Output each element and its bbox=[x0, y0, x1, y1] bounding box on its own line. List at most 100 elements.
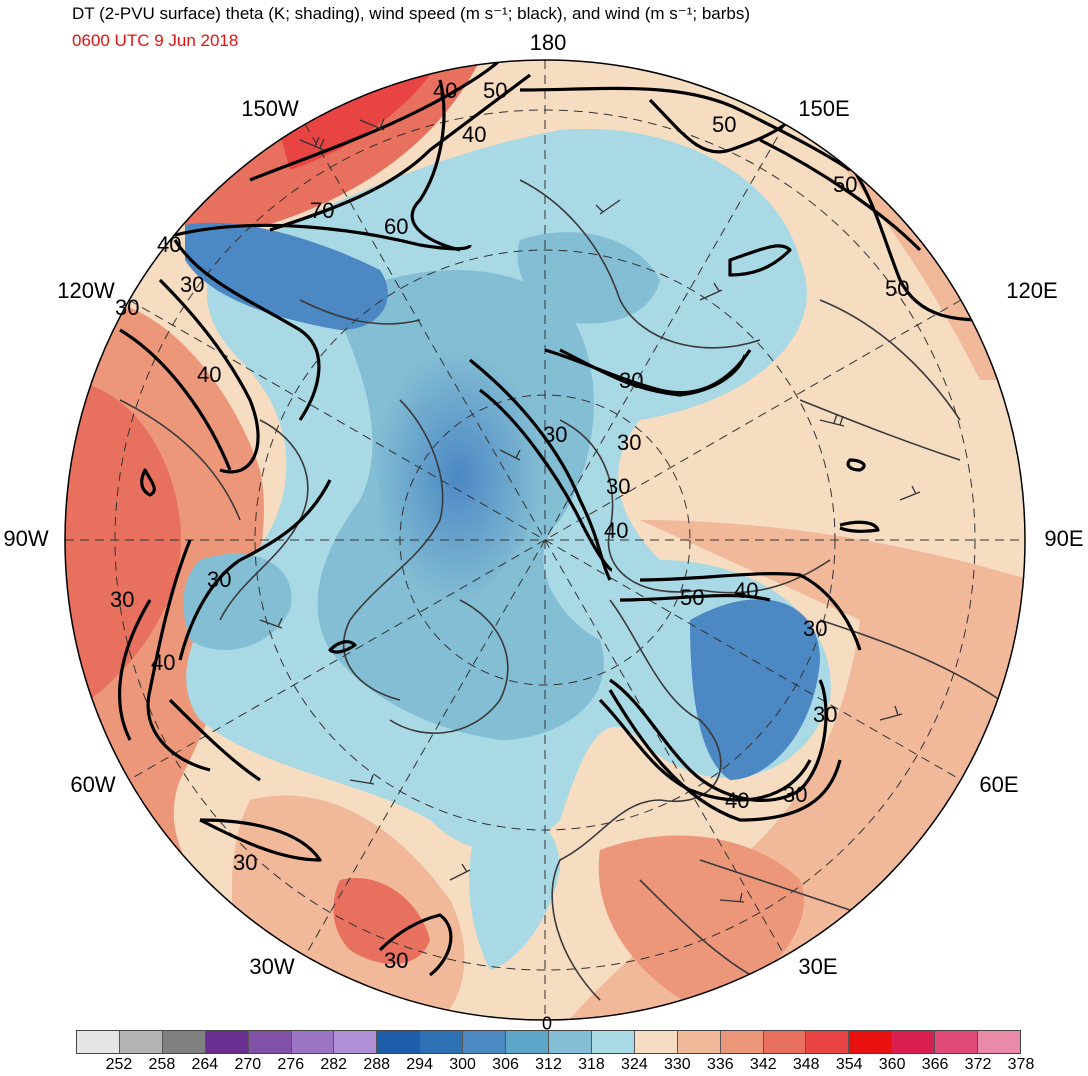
contour-label: 30 bbox=[803, 616, 827, 641]
coastlines bbox=[119, 179, 1001, 1001]
colorbar-swatch bbox=[162, 1031, 206, 1053]
colorbar-tick-label: 342 bbox=[749, 1056, 777, 1073]
hot-region-atlantic bbox=[333, 878, 430, 964]
colorbar-swatch bbox=[978, 1031, 1020, 1053]
contour-label: 30 bbox=[783, 782, 807, 807]
contour-label: 30 bbox=[813, 702, 837, 727]
contour-label: 40 bbox=[157, 232, 181, 257]
colorbar-swatch bbox=[677, 1031, 721, 1053]
contour-label: 40 bbox=[197, 362, 221, 387]
colorbar-tick-label: 306 bbox=[492, 1056, 519, 1073]
colorbar-swatch bbox=[334, 1031, 378, 1053]
colorbar-swatch bbox=[291, 1031, 335, 1053]
contour-label: 60 bbox=[384, 214, 408, 239]
lon-label-60w: 60W bbox=[70, 772, 116, 797]
graticule bbox=[65, 60, 1025, 1020]
contour-label: 40 bbox=[462, 122, 486, 147]
colorbar-tick-label: 312 bbox=[535, 1056, 562, 1073]
contour-label: 30 bbox=[180, 272, 204, 297]
map-boundary bbox=[64, 59, 1026, 1021]
valid-time: 0600 UTC 9 Jun 2018 bbox=[72, 31, 239, 50]
colorbar-swatch bbox=[806, 1031, 850, 1053]
hot-region-west bbox=[65, 380, 182, 720]
contour-label: 40 bbox=[725, 788, 749, 813]
colorbar-swatch bbox=[420, 1031, 464, 1053]
contour-label: 50 bbox=[833, 172, 857, 197]
colorbar-tick-label: 360 bbox=[878, 1056, 906, 1073]
cold-region-beaufort bbox=[185, 222, 388, 330]
contour-label: 30 bbox=[233, 850, 257, 875]
colorbar-tick-label: 330 bbox=[664, 1056, 691, 1073]
colorbar-swatch bbox=[720, 1031, 764, 1053]
contour-label: 50 bbox=[483, 78, 507, 103]
colorbar-tick-label: 258 bbox=[148, 1056, 176, 1073]
contour-label: 50 bbox=[885, 276, 909, 301]
cold-region-north bbox=[517, 232, 660, 324]
contour-label: 30 bbox=[543, 422, 567, 447]
colorbar bbox=[76, 1030, 1021, 1054]
colorbar-tick-label: 324 bbox=[621, 1056, 648, 1073]
colorbar-swatch bbox=[591, 1031, 635, 1053]
warm-region-europe bbox=[598, 835, 804, 1010]
cold-region-canada bbox=[183, 553, 292, 650]
colorbar-tick-label: 264 bbox=[191, 1056, 219, 1073]
wind-speed-contours bbox=[118, 60, 991, 977]
contour-label: 30 bbox=[207, 567, 231, 592]
colorbar-swatch bbox=[548, 1031, 592, 1053]
colorbar-tick-label: 348 bbox=[792, 1056, 820, 1073]
colorbar-tick-label: 300 bbox=[449, 1056, 476, 1073]
colorbar-swatch bbox=[463, 1031, 507, 1053]
colorbar-tick-label: 336 bbox=[706, 1056, 734, 1073]
colorbar-tick-label: 318 bbox=[578, 1056, 605, 1073]
lon-label-120e: 120E bbox=[1006, 278, 1058, 303]
colorbar-tick-label: 270 bbox=[234, 1056, 262, 1073]
contour-label: 40 bbox=[604, 518, 628, 543]
colorbar-tick-label: 252 bbox=[105, 1056, 133, 1073]
colorbar-swatch bbox=[205, 1031, 249, 1053]
contour-label: 50 bbox=[712, 112, 736, 137]
contour-label: 30 bbox=[606, 474, 630, 499]
contour-label: 30 bbox=[110, 587, 134, 612]
lon-label-150e: 150E bbox=[798, 96, 850, 121]
contour-label-group: 40 50 40 50 70 60 50 40 30 30 50 40 30 3… bbox=[110, 78, 909, 973]
contour-label: 40 bbox=[151, 650, 175, 675]
cold-region-siberia bbox=[690, 599, 820, 780]
colorbar-tick-label: 366 bbox=[921, 1056, 949, 1073]
lon-label-120w: 120W bbox=[57, 278, 115, 303]
colorbar-tick-label: 294 bbox=[406, 1056, 433, 1073]
cold-region-center bbox=[371, 348, 546, 606]
colorbar-swatch bbox=[849, 1031, 893, 1053]
colorbar-tick-label: 282 bbox=[320, 1056, 348, 1073]
colorbar-swatch bbox=[119, 1031, 163, 1053]
map-title: DT (2-PVU surface) theta (K; shading), w… bbox=[72, 4, 751, 23]
lon-label-30e: 30E bbox=[798, 954, 838, 979]
colorbar-swatch bbox=[506, 1031, 549, 1053]
colorbar-tick-label: 276 bbox=[277, 1056, 305, 1073]
lon-label-90e: 90E bbox=[1044, 526, 1084, 551]
colorbar-swatch bbox=[377, 1031, 421, 1053]
colorbar-swatch bbox=[892, 1031, 936, 1053]
wind-barbs bbox=[259, 118, 921, 903]
colorbar-swatch bbox=[248, 1031, 292, 1053]
contour-label: 40 bbox=[433, 78, 457, 103]
contour-label: 30 bbox=[115, 295, 139, 320]
colorbar-tick-label: 372 bbox=[964, 1056, 992, 1073]
colorbar-swatch bbox=[935, 1031, 979, 1053]
contour-label: 30 bbox=[384, 948, 408, 973]
contour-label: 30 bbox=[619, 368, 643, 393]
colorbar-tick-label: 378 bbox=[1007, 1056, 1035, 1073]
colorbar-tick-label: 288 bbox=[363, 1056, 391, 1073]
lon-label-180: 180 bbox=[529, 30, 567, 55]
lon-label-150w: 150W bbox=[241, 96, 299, 121]
contour-label: 70 bbox=[310, 198, 334, 223]
cold-region-atlantic bbox=[469, 812, 560, 970]
colorbar-swatch bbox=[763, 1031, 807, 1053]
lon-label-90w: 90W bbox=[3, 526, 49, 551]
colorbar-tick-label: 354 bbox=[835, 1056, 863, 1073]
colorbar-swatch bbox=[77, 1031, 120, 1053]
contour-label: 40 bbox=[734, 578, 758, 603]
lon-label-0: 0 bbox=[541, 1013, 553, 1034]
contour-label: 50 bbox=[680, 585, 704, 610]
colorbar-swatch bbox=[634, 1031, 678, 1053]
